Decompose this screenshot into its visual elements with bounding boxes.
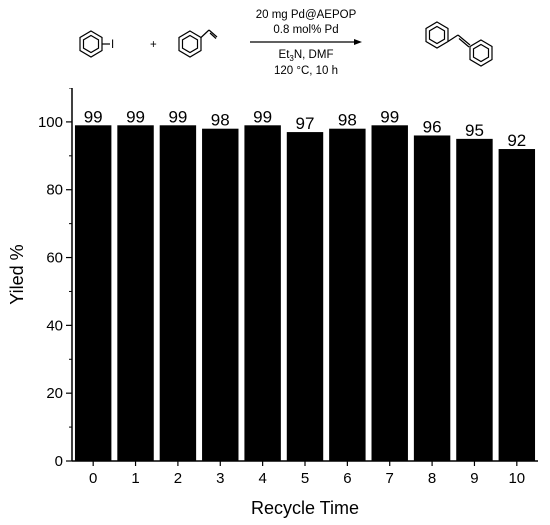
x-tick-label-9: 9 <box>470 470 478 487</box>
bar-3 <box>202 128 239 461</box>
data-label-3: 98 <box>211 111 230 130</box>
bar-2 <box>159 125 197 462</box>
data-labels-group: 99 99 99 98 99 97 98 99 96 95 92 <box>84 107 527 150</box>
x-tick-label-3: 3 <box>216 470 224 487</box>
y-tick-label-100: 100 <box>38 114 63 131</box>
iodobenzene-structure: I <box>79 30 114 58</box>
data-label-9: 95 <box>465 121 484 140</box>
y-tick-label-80: 80 <box>46 182 63 199</box>
y-tick-label-0: 0 <box>55 453 63 470</box>
data-label-2: 99 <box>168 107 187 126</box>
y-tick-label-60: 60 <box>46 250 63 267</box>
data-label-6: 98 <box>338 111 357 130</box>
x-tick-label-10: 10 <box>508 470 525 487</box>
y-tick-label-40: 40 <box>46 317 63 334</box>
x-tick-label-7: 7 <box>386 470 394 487</box>
data-label-5: 97 <box>296 114 315 133</box>
stilbene-structure <box>425 21 493 67</box>
data-label-1: 99 <box>126 107 145 126</box>
bar-0 <box>74 125 112 462</box>
condition-loading: 0.8 mol% Pd <box>273 24 338 36</box>
x-tick-label-0: 0 <box>89 470 97 487</box>
condition-catalyst: 20 mg Pd@AEPOP <box>256 9 357 21</box>
bar-4 <box>244 125 281 462</box>
data-label-10: 92 <box>507 131 526 150</box>
svg-text:I: I <box>111 39 114 51</box>
data-label-8: 96 <box>423 117 442 136</box>
styrene-structure <box>178 29 218 58</box>
bar-9 <box>456 138 493 461</box>
condition-temperature-time: 120 °C, 10 h <box>274 65 338 77</box>
condition-base-solvent: Et3N, DMF <box>279 49 334 63</box>
bar-5 <box>286 132 324 461</box>
x-ticks-group: 0 1 2 3 4 5 6 7 8 9 10 <box>89 461 525 487</box>
x-tick-label-5: 5 <box>301 470 309 487</box>
data-label-0: 99 <box>84 107 103 126</box>
bar-10 <box>498 149 536 461</box>
x-tick-label-2: 2 <box>174 470 182 487</box>
bar-7 <box>371 125 408 462</box>
bar-8 <box>413 135 451 462</box>
bar-6 <box>329 128 366 461</box>
bar-chart: 99 99 99 98 99 97 98 99 96 95 92 0 1 2 3 4 5 6 7 8 9 10 0 20 4… <box>7 88 538 518</box>
x-tick-label-1: 1 <box>131 470 139 487</box>
x-tick-label-6: 6 <box>343 470 351 487</box>
y-axis-title: Yiled % <box>7 244 27 304</box>
bar-1 <box>117 125 154 462</box>
reaction-scheme: I + 20 mg Pd@AEPOP 0.8 mol% Pd Et3N, DMF… <box>79 9 493 77</box>
reaction-arrow <box>250 39 362 45</box>
x-tick-label-8: 8 <box>428 470 436 487</box>
y-ticks-group: 0 20 40 60 80 100 <box>38 88 72 470</box>
bars-group <box>74 125 536 462</box>
x-axis-title: Recycle Time <box>251 498 359 518</box>
data-label-7: 99 <box>380 107 399 126</box>
data-label-4: 99 <box>253 107 272 126</box>
x-tick-label-4: 4 <box>258 470 266 487</box>
plus-sign: + <box>150 39 157 51</box>
y-tick-label-20: 20 <box>46 385 63 402</box>
